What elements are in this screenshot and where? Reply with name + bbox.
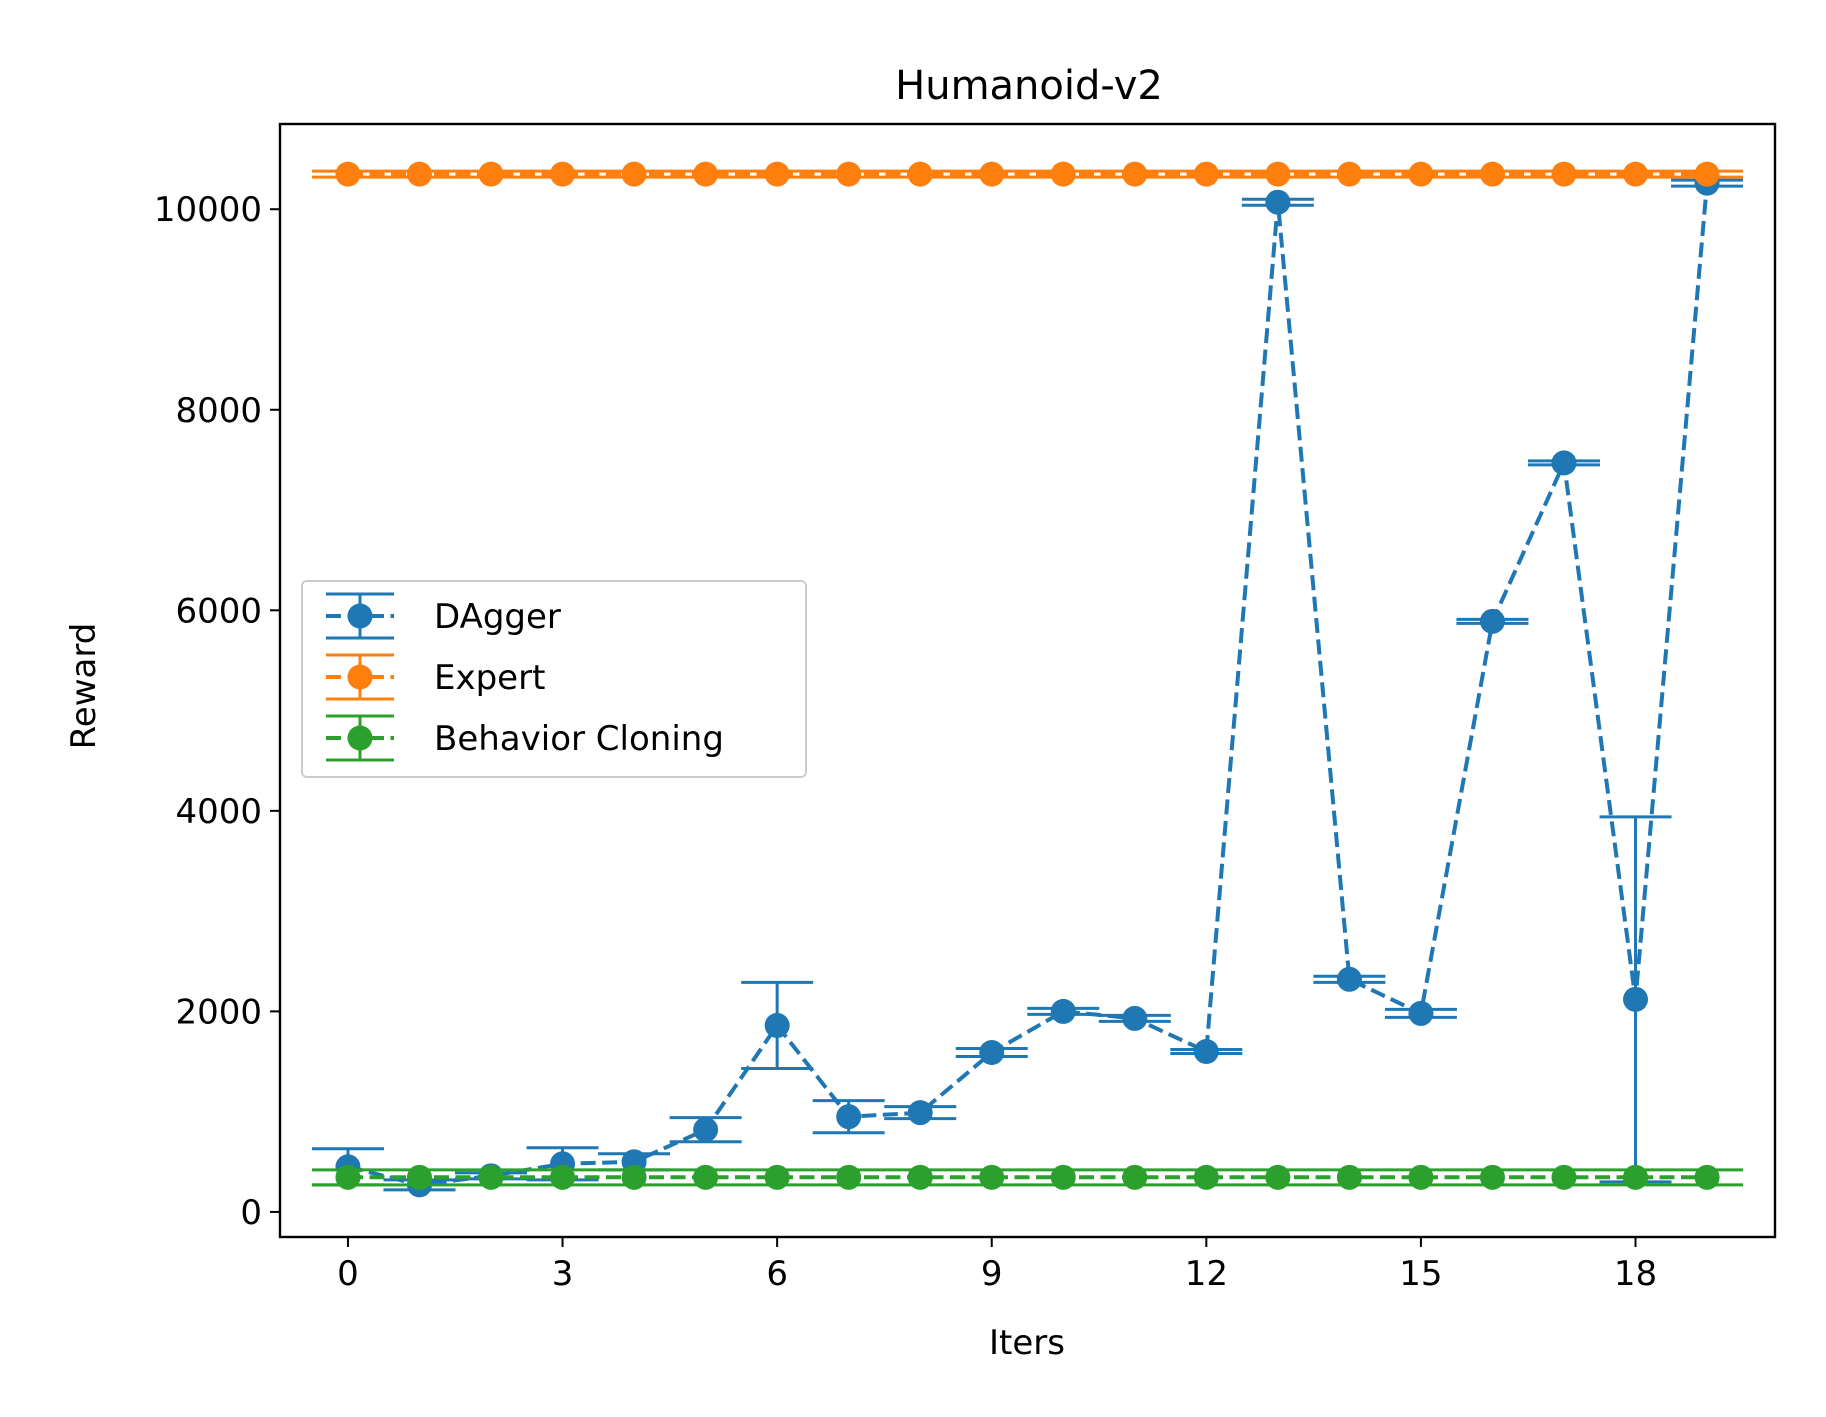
data-point — [693, 1117, 719, 1143]
data-point — [1050, 998, 1076, 1024]
x-tick-label: 12 — [1185, 1254, 1228, 1294]
legend: DAgger Expert Behavior Cloning — [301, 580, 807, 778]
data-point — [1050, 1164, 1076, 1190]
data-point — [907, 1100, 933, 1126]
legend-label: Expert — [434, 658, 545, 698]
axes-frame — [278, 122, 1777, 1239]
data-point — [1479, 161, 1505, 187]
data-point — [1551, 1164, 1577, 1190]
x-tick-label: 0 — [337, 1254, 359, 1294]
y-tick-label: 10000 — [154, 190, 262, 230]
data-point — [764, 161, 790, 187]
data-point — [907, 161, 933, 187]
y-tick-label: 0 — [240, 1193, 262, 1233]
legend-box — [301, 580, 807, 778]
data-point — [1694, 161, 1720, 187]
data-point — [1193, 1164, 1219, 1190]
data-point — [1265, 1164, 1291, 1190]
data-point — [1623, 161, 1649, 187]
data-point — [764, 1012, 790, 1038]
y-tick-label: 8000 — [175, 391, 262, 431]
data-point — [550, 1164, 576, 1190]
data-point — [550, 161, 576, 187]
series-1 — [311, 161, 1744, 187]
data-point — [836, 161, 862, 187]
data-point — [1694, 1164, 1720, 1190]
axis-ticks: 0 3 6 9 12 15 18 0 2000 4000 6000 8000 10000 — [154, 190, 1657, 1294]
chart-title: Humanoid-v2 — [895, 63, 1163, 109]
x-axis-label: Iters — [989, 1323, 1065, 1363]
series-2 — [311, 1164, 1744, 1190]
data-point — [979, 161, 1005, 187]
data-point — [1265, 189, 1291, 215]
data-point — [1479, 608, 1505, 634]
data-point — [1193, 161, 1219, 187]
data-point — [621, 161, 647, 187]
y-tick-label: 2000 — [175, 992, 262, 1032]
data-point — [1122, 1164, 1148, 1190]
data-point — [1336, 1164, 1362, 1190]
data-point — [1408, 1000, 1434, 1026]
x-tick-label: 3 — [552, 1254, 574, 1294]
legend-label: Behavior Cloning — [434, 719, 724, 759]
data-point — [1408, 1164, 1434, 1190]
data-point — [764, 1164, 790, 1190]
data-point — [1551, 450, 1577, 476]
legend-label: DAgger — [434, 597, 561, 637]
data-point — [1193, 1039, 1219, 1064]
data-point — [836, 1164, 862, 1190]
series-line — [347, 183, 1709, 1187]
data-point — [335, 161, 361, 187]
data-point — [1122, 161, 1148, 187]
data-point — [1265, 161, 1291, 187]
data-point — [1336, 966, 1362, 992]
data-point — [1336, 161, 1362, 187]
x-tick-label: 9 — [981, 1254, 1003, 1294]
series-0 — [311, 170, 1744, 1198]
legend-marker — [347, 725, 373, 751]
data-point — [1551, 161, 1577, 187]
y-tick-label: 4000 — [175, 792, 262, 832]
data-point — [406, 161, 432, 187]
data-point — [1479, 1164, 1505, 1190]
x-tick-label: 15 — [1399, 1254, 1442, 1294]
data-point — [693, 1164, 719, 1190]
legend-entry: DAgger — [326, 592, 561, 640]
data-point — [1050, 161, 1076, 187]
legend-marker — [347, 664, 373, 690]
x-tick-label: 6 — [766, 1254, 788, 1294]
data-point — [335, 1164, 361, 1190]
x-tick-label: 18 — [1614, 1254, 1657, 1294]
data-point — [478, 1164, 504, 1190]
data-point — [1623, 1164, 1649, 1190]
data-point — [621, 1164, 647, 1190]
data-point — [478, 161, 504, 187]
data-point — [693, 161, 719, 187]
legend-entry: Expert — [326, 653, 545, 701]
data-point — [406, 1164, 432, 1190]
data-point — [836, 1104, 862, 1130]
data-point — [1623, 986, 1649, 1012]
y-tick-label: 6000 — [175, 591, 262, 631]
plot-area — [311, 161, 1744, 1198]
data-point — [979, 1164, 1005, 1190]
y-axis-label: Reward — [64, 623, 104, 750]
data-point — [1408, 161, 1434, 187]
legend-marker — [347, 603, 373, 629]
legend-entry: Behavior Cloning — [326, 714, 724, 762]
data-point — [907, 1164, 933, 1190]
data-point — [1122, 1005, 1148, 1031]
data-point — [979, 1040, 1005, 1066]
